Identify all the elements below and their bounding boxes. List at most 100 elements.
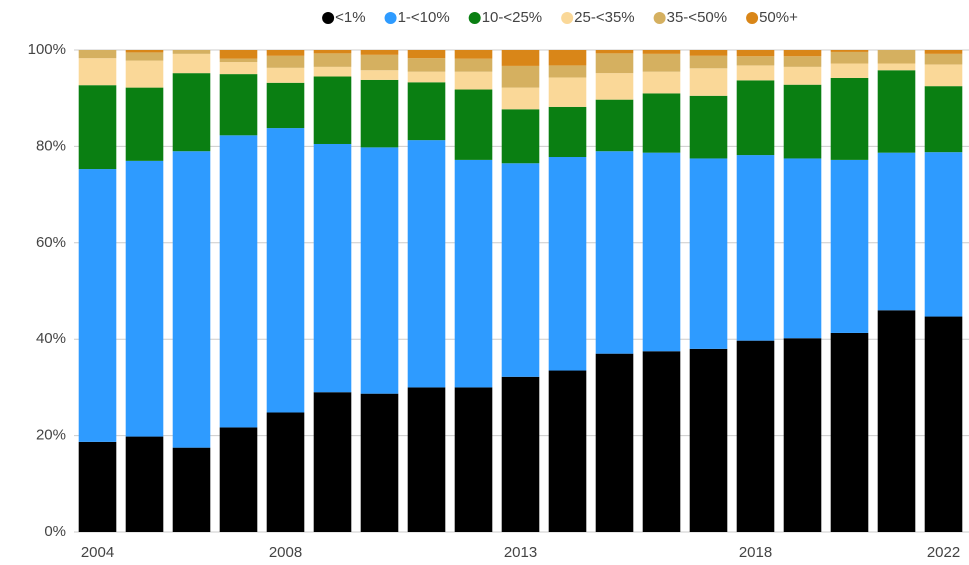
- bar-segment: [313, 392, 352, 532]
- legend-marker: [468, 12, 481, 24]
- bar-segment: [407, 387, 446, 532]
- bar-segment: [454, 89, 493, 160]
- legend-marker: [322, 12, 335, 24]
- bar-segment: [689, 95, 728, 159]
- bar-segment: [642, 53, 681, 72]
- bar-segment: [313, 66, 352, 77]
- y-tick-label: 60%: [36, 234, 66, 251]
- x-tick-label: 2013: [504, 544, 537, 561]
- bar-segment: [783, 66, 822, 85]
- bar-segment: [877, 310, 916, 532]
- bar-segment: [172, 53, 211, 74]
- bar-segment: [407, 82, 446, 141]
- legend-label: 50%+: [759, 9, 798, 26]
- bar-segment: [219, 50, 258, 59]
- legend-label: 1-<10%: [398, 9, 450, 26]
- bar-segment: [266, 128, 305, 413]
- bar-segment: [877, 152, 916, 311]
- bar-segment: [924, 64, 963, 87]
- bar-segment: [172, 73, 211, 152]
- bar-segment: [219, 135, 258, 428]
- bar-segment: [830, 63, 869, 78]
- bar-segment: [595, 353, 634, 532]
- bar-segment: [548, 106, 587, 158]
- bar-segment: [125, 52, 164, 61]
- bar-segment: [548, 50, 587, 66]
- bar-segment: [736, 50, 775, 57]
- bar-segment: [407, 140, 446, 388]
- bar-segment: [360, 79, 399, 148]
- bar-segment: [454, 58, 493, 72]
- legend-label: 25-<35%: [574, 9, 634, 26]
- bar-segment: [78, 441, 117, 532]
- x-tick-label: 2018: [739, 544, 772, 561]
- x-tick-label: 2008: [269, 544, 302, 561]
- bar-segment: [924, 50, 963, 54]
- bar-segment: [548, 77, 587, 107]
- bar-segment: [783, 56, 822, 67]
- bar-segment: [736, 155, 775, 341]
- bar-segment: [407, 58, 446, 72]
- bar-segment: [313, 50, 352, 54]
- bar-segment: [501, 50, 540, 66]
- bar-segment: [736, 340, 775, 532]
- bar-segment: [172, 447, 211, 532]
- bar-segment: [454, 71, 493, 90]
- bar-segment: [595, 53, 634, 74]
- legend-marker: [746, 12, 759, 24]
- bar-segment: [783, 158, 822, 339]
- bar-segment: [454, 159, 493, 388]
- bar-segment: [642, 50, 681, 54]
- bar-segment: [595, 50, 634, 54]
- bar-segment: [924, 53, 963, 65]
- legend-label: <1%: [335, 9, 365, 26]
- bar-segment: [877, 70, 916, 153]
- bar-segment: [266, 82, 305, 129]
- bar-segment: [595, 151, 634, 354]
- bar-segment: [595, 99, 634, 152]
- bar-segment: [125, 60, 164, 88]
- bar-segment: [548, 65, 587, 78]
- bar-segment: [548, 370, 587, 532]
- bar-segment: [501, 87, 540, 110]
- legend-label: 10-<25%: [482, 9, 542, 26]
- bar-segment: [454, 50, 493, 59]
- bar-segment: [689, 158, 728, 349]
- bar-segment: [313, 53, 352, 67]
- bar-segment: [407, 71, 446, 83]
- y-tick-label: 80%: [36, 137, 66, 154]
- bar-segment: [360, 70, 399, 80]
- bar-segment: [689, 50, 728, 56]
- legend-marker: [653, 12, 666, 24]
- bar-segment: [830, 77, 869, 160]
- bar-segment: [266, 67, 305, 83]
- bar-segment: [360, 147, 399, 394]
- bar-segment: [125, 50, 164, 53]
- legend-marker: [561, 12, 574, 24]
- bar-segment: [642, 152, 681, 352]
- bar-segment: [830, 51, 869, 64]
- bar-segment: [78, 85, 117, 170]
- bar-segment: [736, 65, 775, 81]
- bar-segment: [877, 50, 916, 64]
- y-tick-label: 0%: [44, 523, 66, 540]
- bar-segment: [360, 393, 399, 532]
- legend-label: 35-<50%: [667, 9, 727, 26]
- bar-segment: [360, 50, 399, 55]
- y-tick-label: 100%: [28, 41, 66, 58]
- bar-segment: [219, 427, 258, 532]
- bar-segment: [501, 65, 540, 88]
- bar-segment: [125, 436, 164, 532]
- x-tick-label: 2022: [927, 544, 960, 561]
- bar-segment: [642, 93, 681, 153]
- bar-segment: [924, 152, 963, 317]
- bar-segment: [78, 50, 117, 59]
- x-tick-label: 2004: [81, 544, 114, 561]
- legend-marker: [384, 12, 397, 24]
- bar-segment: [172, 151, 211, 448]
- bar-segment: [78, 58, 117, 86]
- bar-segment: [360, 54, 399, 71]
- bar-segment: [266, 50, 305, 56]
- bar-segment: [736, 56, 775, 66]
